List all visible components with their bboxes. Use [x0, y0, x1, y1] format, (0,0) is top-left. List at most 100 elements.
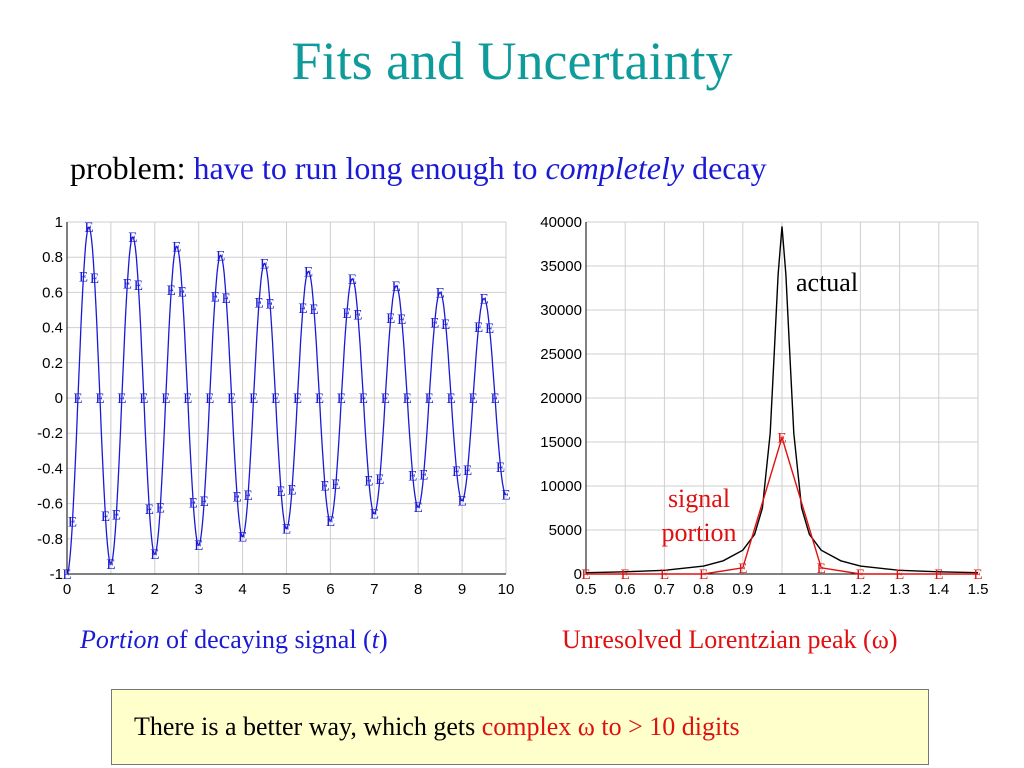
right-caption: Unresolved Lorentzian peak (ω) — [562, 625, 898, 654]
y-tick-label: 35000 — [540, 258, 582, 275]
signal-marker: E — [183, 391, 192, 407]
signal-marker: E — [298, 301, 307, 317]
signal-marker: E — [244, 488, 253, 504]
signal-marker: E — [84, 220, 93, 236]
y-tick-label: 0.6 — [42, 284, 63, 301]
y-tick-label: 0.2 — [42, 355, 63, 372]
signal-marker: E — [468, 391, 477, 407]
y-tick-label: -0.8 — [37, 531, 63, 548]
signal-marker: E — [392, 279, 401, 295]
signal-marker: E — [496, 460, 505, 476]
signal-marker: E — [287, 483, 296, 499]
x-tick-label: 3 — [195, 581, 203, 598]
signal-marker: E — [436, 285, 445, 301]
signal-marker: E — [479, 291, 488, 307]
problem-statement: problem: have to run long enough to comp… — [70, 150, 767, 187]
signal-marker: E — [501, 488, 510, 504]
signal-marker: E — [249, 391, 258, 407]
signal-marker: E — [205, 391, 214, 407]
problem-prefix: problem: — [70, 150, 194, 186]
signal-portion-marker: E — [817, 561, 826, 577]
signal-marker: E — [216, 248, 225, 264]
x-tick-label: 0.5 — [576, 581, 597, 598]
signal-marker: E — [447, 391, 456, 407]
y-tick-label: -0.4 — [37, 460, 63, 477]
actual-label: actual — [796, 268, 859, 297]
x-tick-label: 1.3 — [889, 581, 910, 598]
x-tick-label: 1.1 — [811, 581, 832, 598]
y-tick-label: 15000 — [540, 434, 582, 451]
note-box: There is a better way, which gets comple… — [111, 689, 929, 765]
signal-portion-marker: E — [934, 567, 943, 583]
signal-marker: E — [156, 501, 165, 517]
signal-marker: E — [128, 230, 137, 246]
signal-portion-marker: E — [856, 567, 865, 583]
signal-marker: E — [397, 312, 406, 328]
y-tick-label: 0 — [574, 566, 582, 583]
signal-marker: E — [414, 500, 423, 516]
signal-marker: E — [386, 311, 395, 327]
x-tick-label: 1 — [778, 581, 786, 598]
signal-marker: E — [408, 469, 417, 485]
y-tick-label: 20000 — [540, 390, 582, 407]
signal-marker: E — [370, 507, 379, 523]
signal-marker: E — [254, 295, 263, 311]
signal-portion-marker: E — [699, 567, 708, 583]
signal-marker: E — [348, 272, 357, 288]
signal-marker: E — [441, 317, 450, 333]
signal-portion-marker: E — [777, 431, 786, 447]
problem-emphasis: completely — [545, 150, 685, 186]
x-tick-label: 9 — [458, 581, 466, 598]
signal-marker: E — [194, 538, 203, 554]
signal-portion-marker: E — [738, 561, 747, 577]
signal-marker: E — [474, 320, 483, 336]
y-tick-label: 0.4 — [42, 320, 63, 337]
y-tick-label: 10000 — [540, 478, 582, 495]
signal-marker: E — [189, 496, 198, 512]
x-tick-label: 1.2 — [850, 581, 871, 598]
signal-marker: E — [359, 391, 368, 407]
signal-marker: E — [315, 391, 324, 407]
y-tick-label: 5000 — [549, 522, 582, 539]
y-tick-label: 40000 — [540, 214, 582, 231]
x-tick-label: 0.8 — [693, 581, 714, 598]
signal-marker: E — [167, 283, 176, 299]
signal-marker: E — [145, 502, 154, 518]
y-tick-label: -1 — [50, 566, 63, 583]
signal-portion-line — [586, 435, 978, 575]
x-tick-label: 7 — [370, 581, 378, 598]
y-tick-label: -0.6 — [37, 496, 63, 513]
signal-marker: E — [485, 321, 494, 337]
y-tick-label: 25000 — [540, 346, 582, 363]
signal-marker: E — [337, 391, 346, 407]
signal-marker: E — [200, 494, 209, 510]
x-tick-label: 1.5 — [968, 581, 989, 598]
signal-marker: E — [463, 463, 472, 479]
y-tick-label: -0.2 — [37, 425, 63, 442]
signal-marker: E — [95, 391, 104, 407]
x-tick-label: 6 — [326, 581, 334, 598]
caption-t: t — [371, 625, 379, 654]
signal-portion-label: signal portion — [661, 484, 737, 547]
signal-marker: E — [260, 257, 269, 273]
signal-portion-marker: E — [581, 567, 590, 583]
y-tick-label: 30000 — [540, 302, 582, 319]
signal-marker: E — [79, 269, 88, 285]
signal-marker: E — [161, 391, 170, 407]
signal-marker: E — [320, 478, 329, 494]
x-tick-label: 1.4 — [928, 581, 949, 598]
signal-marker: E — [211, 289, 220, 305]
x-tick-label: 5 — [282, 581, 290, 598]
x-tick-label: 0.6 — [615, 581, 636, 598]
x-tick-label: 4 — [238, 581, 246, 598]
signal-marker: E — [106, 557, 115, 573]
signal-marker: E — [403, 391, 412, 407]
signal-marker: E — [309, 302, 318, 318]
signal-portion-marker: E — [660, 567, 669, 583]
signal-marker: E — [304, 264, 313, 280]
problem-text-1: have to run long enough to — [193, 150, 546, 186]
signal-marker: E — [353, 307, 362, 323]
actual-line — [585, 226, 979, 574]
note-text: There is a better way, which gets — [134, 712, 476, 741]
signal-marker: E — [452, 464, 461, 480]
